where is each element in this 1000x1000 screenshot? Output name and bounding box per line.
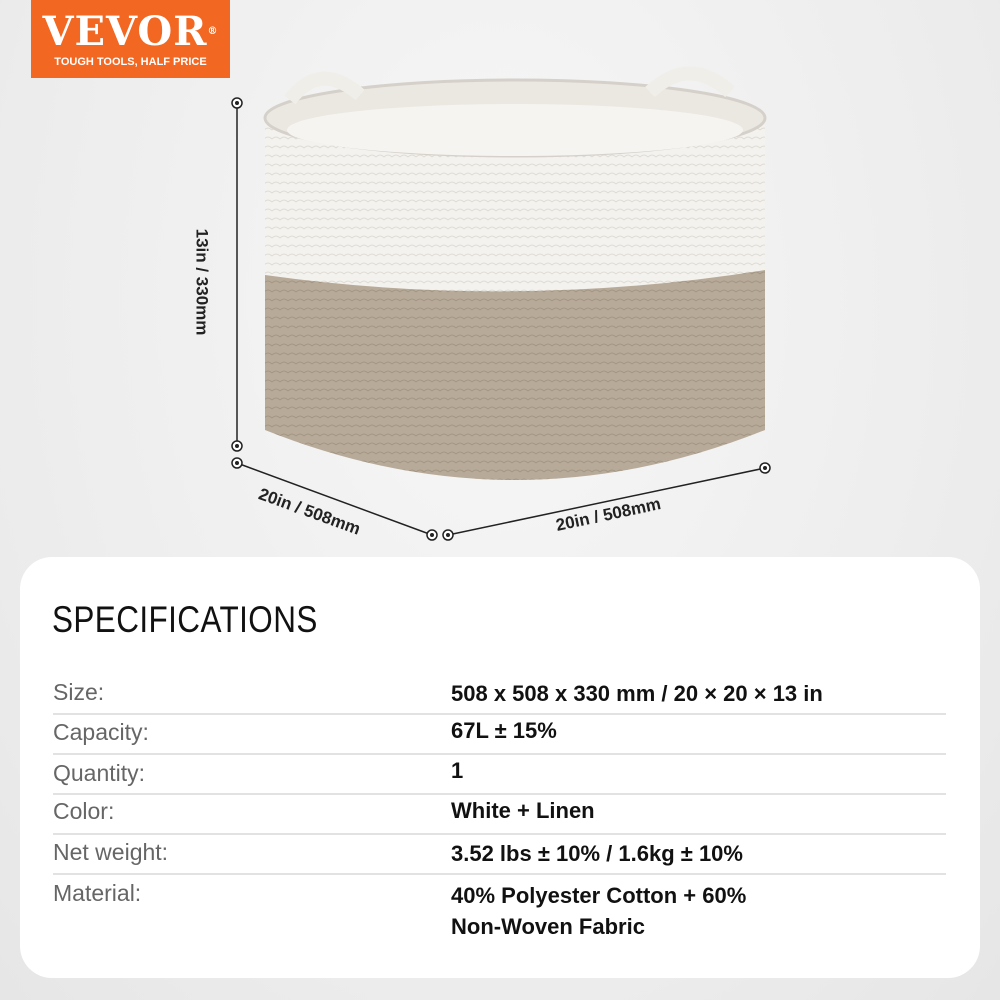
specifications-title: SPECIFICATIONS bbox=[52, 599, 318, 640]
spec-row-quantity: Quantity: 1 bbox=[53, 755, 946, 795]
spec-row-net-weight: Net weight: 3.52 lbs ± 10% / 1.6kg ± 10% bbox=[53, 835, 946, 875]
spec-label: Net weight: bbox=[53, 839, 169, 865]
spec-label: Color: bbox=[53, 798, 115, 824]
spec-label: Material: bbox=[53, 880, 142, 906]
spec-value: 1 bbox=[451, 758, 464, 783]
spec-label: Size: bbox=[53, 679, 105, 705]
specifications-card: SPECIFICATIONS Size: 508 x 508 x 330 mm /… bbox=[20, 557, 980, 978]
brand-tagline: TOUGH TOOLS, HALF PRICE bbox=[54, 56, 207, 68]
spec-value: 67L ± 15% bbox=[451, 718, 557, 743]
spec-value: 40% Polyester Cotton + 60% Non-Woven Fab… bbox=[451, 883, 747, 939]
height-dimension-label: 13in / 330mm bbox=[192, 228, 212, 336]
spec-label: Quantity: bbox=[53, 760, 146, 786]
spec-row-size: Size: 508 x 508 x 330 mm / 20 × 20 × 13 i… bbox=[53, 675, 946, 715]
spec-row-color: Color: White + Linen bbox=[53, 795, 946, 835]
spec-value: 3.52 lbs ± 10% / 1.6kg ± 10% bbox=[451, 841, 743, 866]
vevor-logo: VEVOR® TOUGH TOOLS, HALF PRICE bbox=[31, 0, 230, 78]
spec-row-material: Material: 40% Polyester Cotton + 60% Non-… bbox=[53, 875, 946, 945]
spec-value: 508 x 508 x 330 mm / 20 × 20 × 13 in bbox=[451, 681, 823, 706]
basket bbox=[263, 66, 767, 480]
spec-row-capacity: Capacity: 67L ± 15% bbox=[53, 715, 946, 755]
spec-label: Capacity: bbox=[53, 719, 149, 745]
brand-name: VEVOR bbox=[42, 8, 208, 55]
dimension-lines bbox=[236, 103, 766, 536]
product-illustration bbox=[231, 66, 771, 541]
spec-value: White + Linen bbox=[451, 798, 595, 823]
